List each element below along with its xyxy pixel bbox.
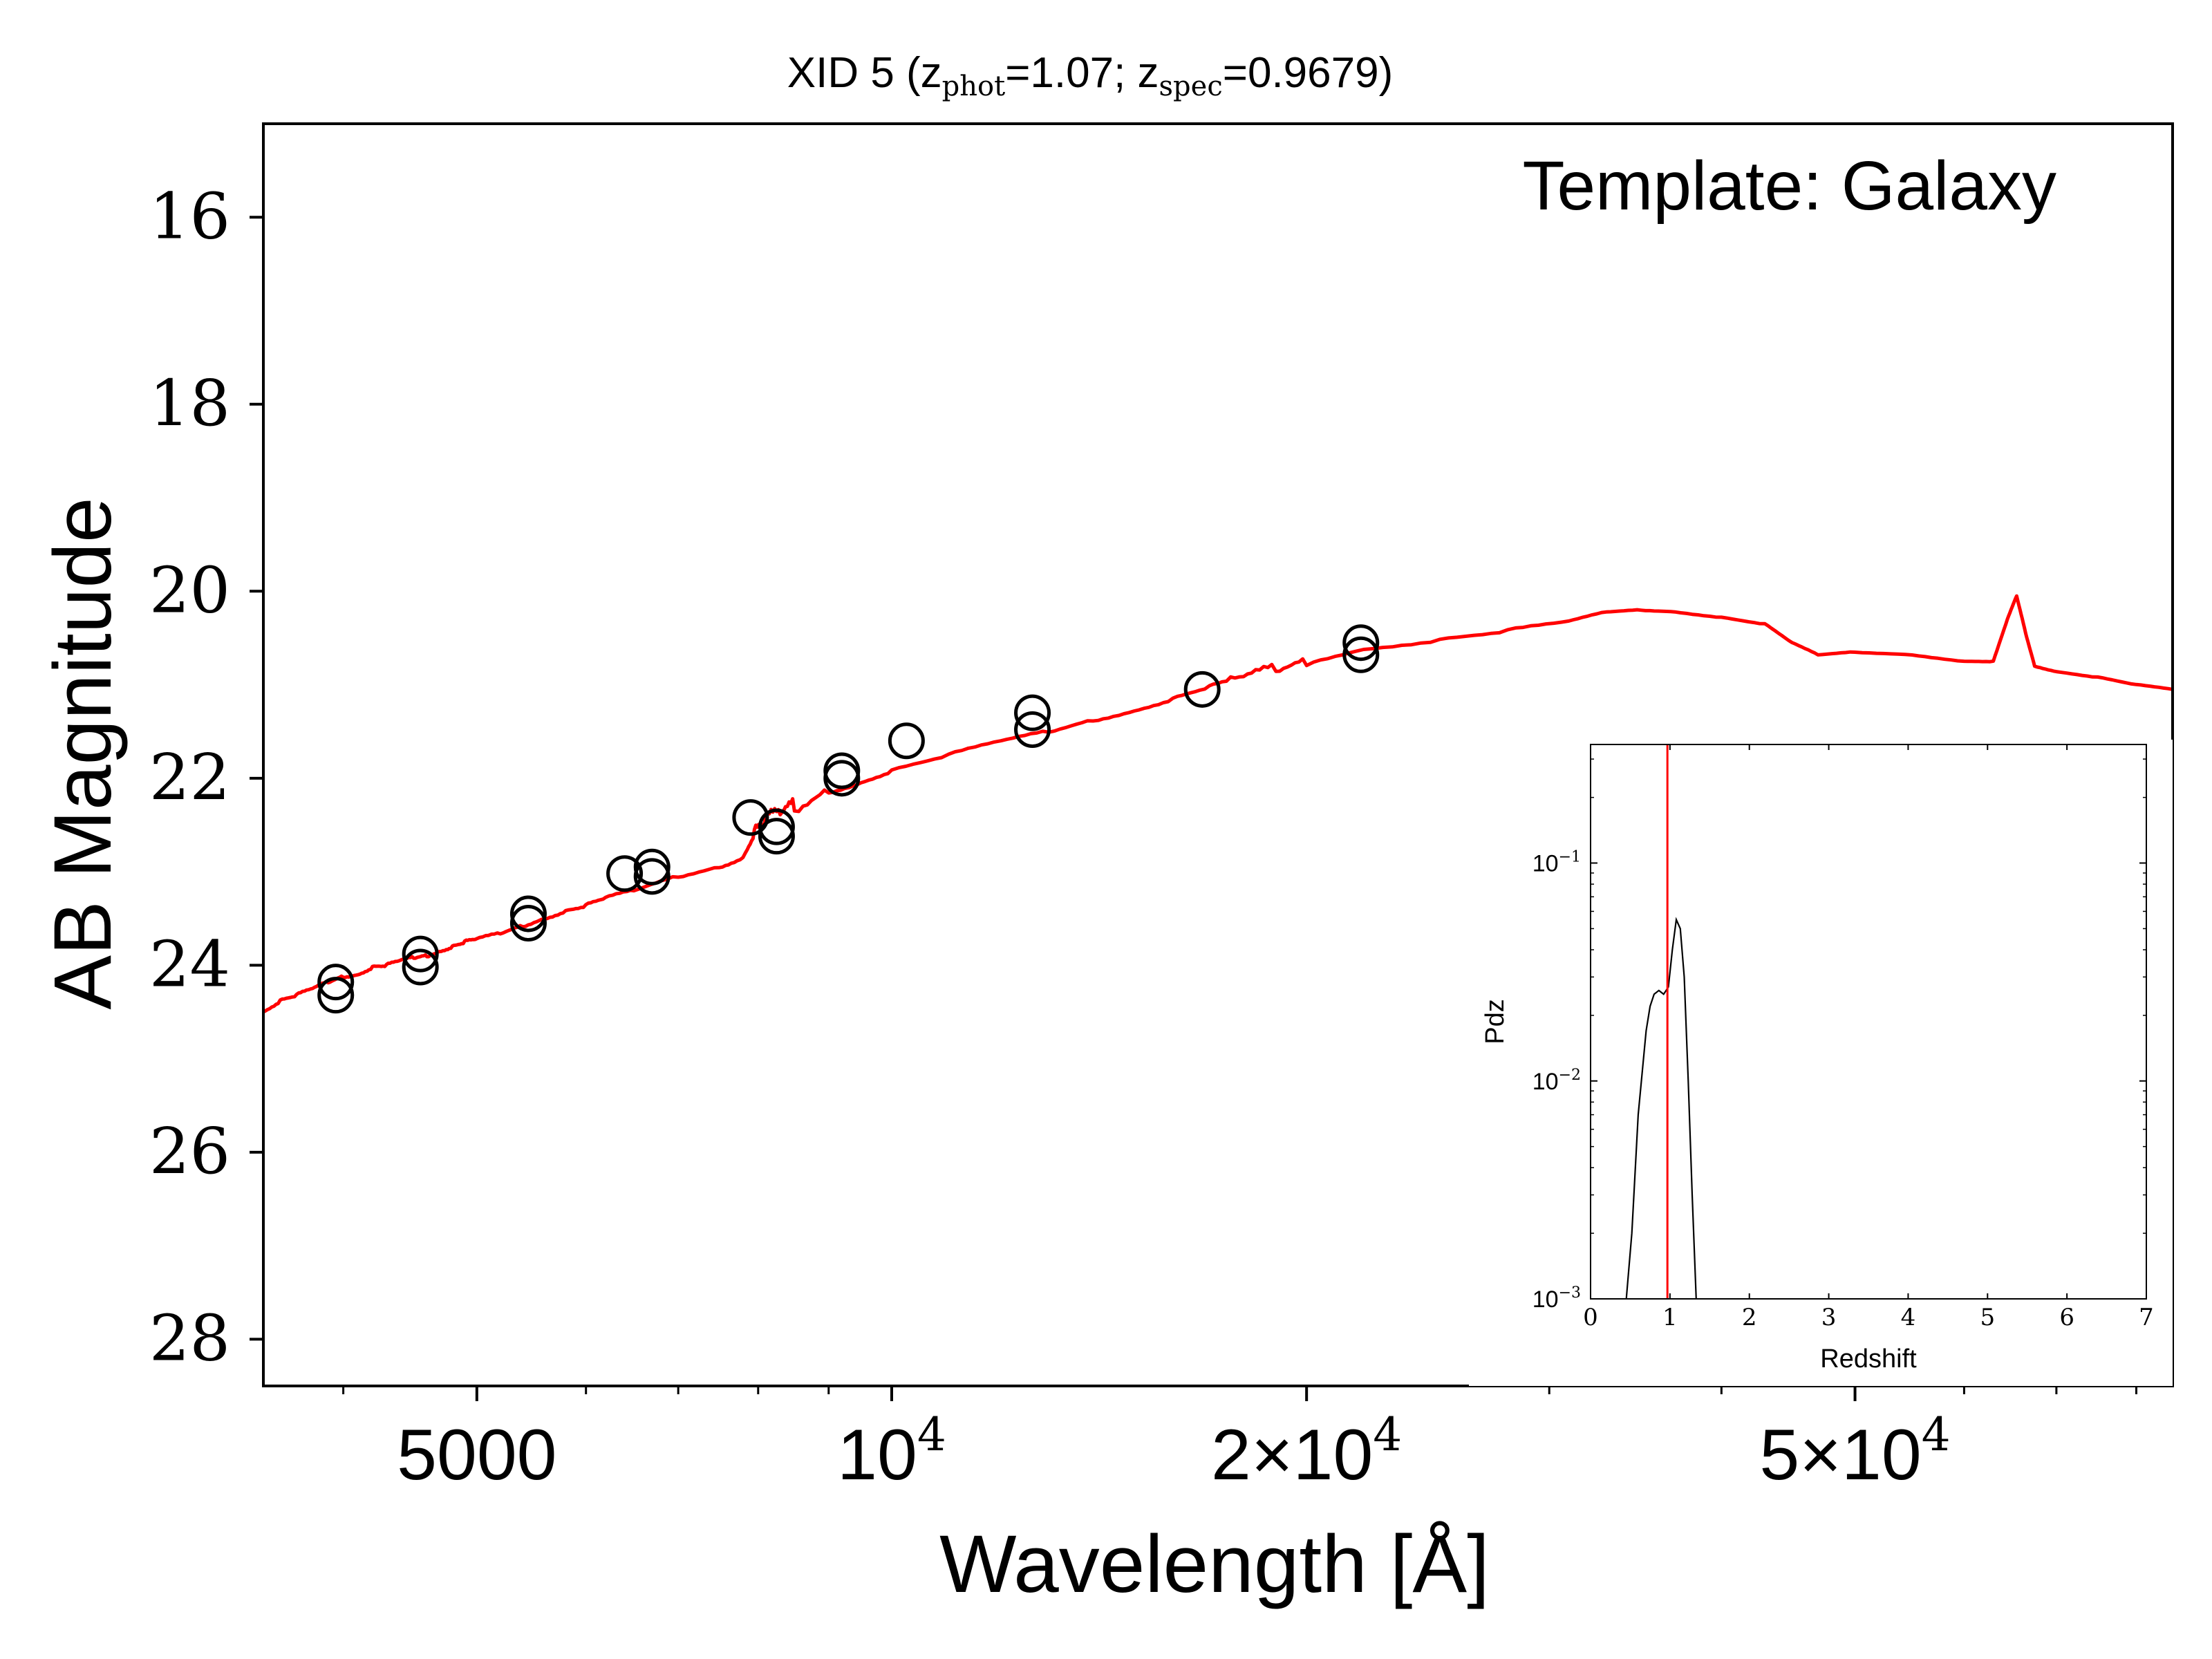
chart-title: XID 5 (zphot=1.07; zspec=0.9679): [787, 49, 1394, 102]
y-tick-label: 16: [149, 179, 230, 253]
photometry-marker: [633, 848, 671, 885]
inset-x-tick-label: 4: [1901, 1304, 1916, 1331]
y-tick-label: 26: [149, 1114, 230, 1188]
y-tick-label: 24: [149, 927, 230, 1001]
inset-x-tick-label: 6: [2059, 1304, 2074, 1331]
y-tick-label: 22: [149, 740, 230, 814]
y-tick-label: 18: [149, 366, 230, 440]
inset-background: [1469, 740, 2173, 1386]
photometry-marker: [758, 808, 795, 845]
inset-x-tick-label: 7: [2139, 1304, 2154, 1331]
photometry-marker: [823, 752, 861, 789]
model-spectrum-line: [262, 594, 2173, 1014]
chart-title-sub-phot: phot: [942, 71, 1006, 102]
inset-y-tick-label: 10−3: [1533, 1284, 1581, 1313]
chart-title-suffix: =0.9679): [1223, 49, 1394, 97]
pdz-inset: 0 1 2 3 4 5 6 7 10−1 10−2 10−3 Redshift Pdz: [1469, 740, 2173, 1386]
photometry-marker: [509, 904, 547, 941]
inset-x-tick-label: 3: [1821, 1304, 1837, 1331]
x-tick-label: 2×104: [1211, 1408, 1402, 1495]
photometry-marker: [509, 895, 547, 932]
photometry-marker: [1342, 624, 1380, 662]
photometry-marker: [1342, 636, 1380, 673]
y-tick-label: 20: [149, 553, 230, 627]
y-axis-label: AB Magnitude: [37, 497, 129, 1009]
photometry-marker: [606, 855, 644, 892]
inset-y-tick-label: 10−1: [1533, 849, 1581, 877]
chart-title-sub-spec: spec: [1159, 71, 1223, 102]
inset-y-label: Pdz: [1481, 999, 1510, 1044]
y-tick-label: 28: [149, 1301, 230, 1375]
inset-frame: [1590, 744, 2147, 1300]
inset-x-tick-label: 5: [1980, 1304, 1995, 1331]
photometry-marker: [1014, 694, 1051, 731]
pdz-curve: [1625, 917, 1697, 1300]
photometry-marker: [758, 818, 795, 855]
chart-title-mid: =1.07; z: [1005, 49, 1159, 97]
x-axis-label: Wavelength [Å]: [939, 1519, 1490, 1610]
photometry-marker: [732, 799, 769, 836]
photometry-marker: [317, 964, 355, 1001]
inset-y-tick-label: 10−2: [1533, 1067, 1581, 1095]
chart-title-prefix: XID 5 (z: [787, 49, 942, 97]
inset-x-tick-label: 0: [1583, 1304, 1598, 1331]
x-tick-label: 5000: [397, 1415, 556, 1495]
photometry-marker: [402, 935, 439, 973]
main-plot-lines: [262, 594, 2173, 1014]
template-annotation: Template: Galaxy: [1522, 147, 2056, 225]
photometry-marker: [402, 948, 439, 986]
inset-x-tick-label: 1: [1662, 1304, 1678, 1331]
photometry-marker: [317, 977, 355, 1014]
x-tick-label: 5×104: [1759, 1408, 1950, 1495]
photometry-marker: [633, 858, 671, 895]
inset-x-tick-label: 2: [1742, 1304, 1757, 1331]
main-plot-markers: [317, 624, 1380, 1014]
photometry-marker: [823, 760, 861, 797]
x-tick-label: 104: [837, 1408, 946, 1495]
photometry-marker: [888, 722, 925, 760]
photometry-marker: [1014, 711, 1051, 748]
inset-x-label: Redshift: [1820, 1344, 1917, 1374]
photometry-marker: [1183, 671, 1221, 708]
